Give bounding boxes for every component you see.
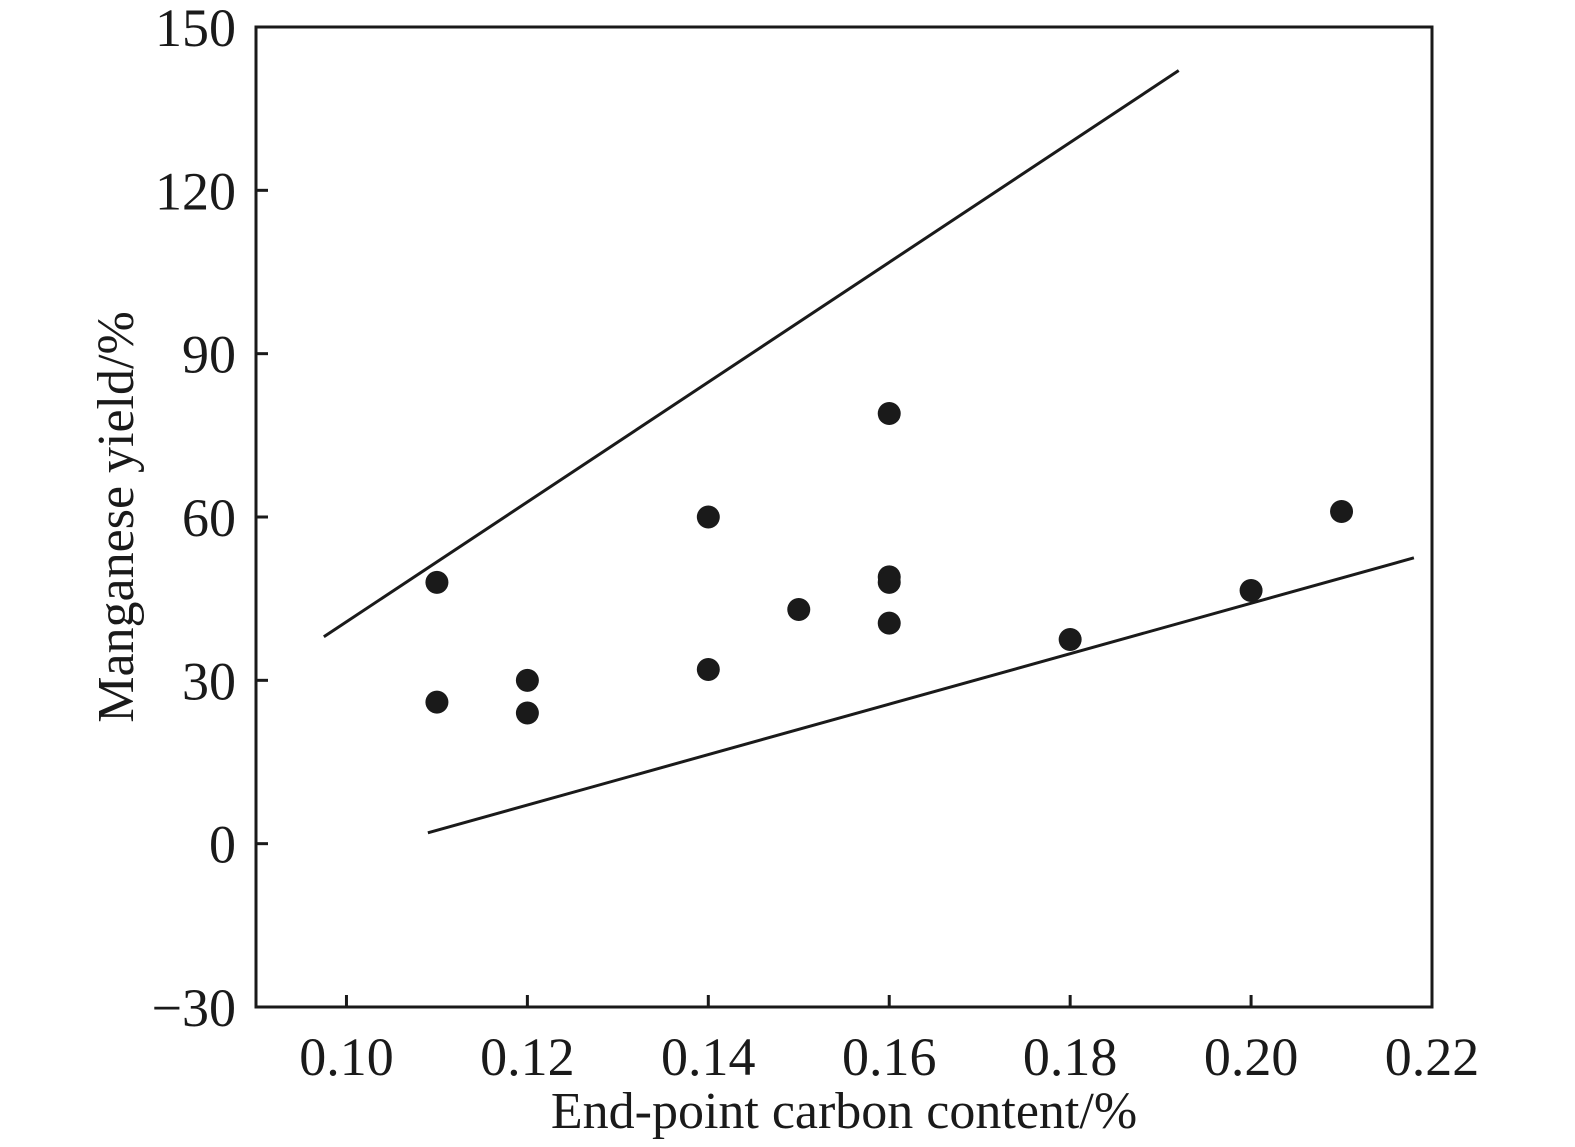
lower-boundary-line <box>427 556 1415 835</box>
data-point <box>696 657 720 681</box>
data-point <box>877 570 901 594</box>
y-tick-label: 60 <box>182 488 236 548</box>
data-point <box>877 402 901 426</box>
x-tick-label: 0.20 <box>1204 1027 1299 1087</box>
data-point <box>515 668 539 692</box>
y-tick-label: 30 <box>182 651 236 711</box>
x-tick-label: 0.12 <box>480 1027 575 1087</box>
data-point <box>1058 628 1082 651</box>
x-tick-label: 0.16 <box>842 1027 937 1087</box>
data-point <box>1239 579 1263 602</box>
data-point <box>787 598 811 622</box>
y-axis-ticks: −30 0 30 60 90 120 150 <box>152 0 268 1038</box>
x-tick-label: 0.14 <box>661 1027 756 1087</box>
boundary-lines <box>323 69 1415 835</box>
data-point <box>696 505 720 529</box>
data-point <box>425 690 449 714</box>
data-point <box>515 701 539 725</box>
y-tick-label: 150 <box>155 0 236 58</box>
data-point <box>877 611 901 635</box>
y-tick-label: 0 <box>209 815 236 875</box>
y-tick-label: −30 <box>152 978 236 1038</box>
x-tick-label: 0.22 <box>1385 1027 1480 1087</box>
y-tick-label: 120 <box>155 161 236 221</box>
upper-boundary-line <box>323 69 1180 639</box>
data-point <box>425 570 449 594</box>
x-axis-title: End-point carbon content/% <box>551 1083 1137 1140</box>
y-axis-title: Manganese yield/% <box>88 311 145 723</box>
data-point <box>1330 500 1354 524</box>
plot-frame <box>254 25 1434 1009</box>
y-tick-label: 90 <box>182 325 236 385</box>
data-points <box>425 402 1354 725</box>
x-tick-label: 0.10 <box>299 1027 394 1087</box>
x-tick-label: 0.18 <box>1023 1027 1118 1087</box>
x-axis-ticks: 0.10 0.12 0.14 0.16 0.18 0.20 0.22 <box>299 995 1479 1087</box>
